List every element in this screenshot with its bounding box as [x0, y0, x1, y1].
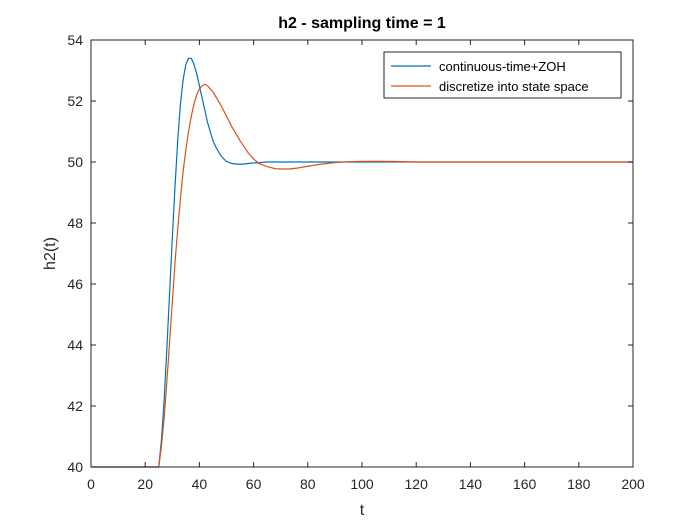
y-tick-label: 40 [67, 459, 83, 475]
y-tick-label: 50 [67, 154, 83, 170]
x-tick-label: 40 [192, 476, 208, 492]
x-tick-label: 180 [567, 476, 591, 492]
x-tick-label: 200 [621, 476, 645, 492]
series-layer [91, 57, 633, 468]
x-tick-label: 160 [513, 476, 537, 492]
x-tick-label: 60 [246, 476, 262, 492]
y-tick-label: 48 [67, 215, 83, 231]
x-axis: 0 20 40 60 80 100 120 140 160 180 200 [87, 40, 645, 492]
y-tick-label: 54 [67, 32, 83, 48]
y-tick-label: 44 [67, 337, 83, 353]
x-axis-label: t [360, 502, 365, 519]
y-tick-label: 52 [67, 93, 83, 109]
x-tick-label: 100 [350, 476, 374, 492]
legend-box [383, 51, 622, 99]
x-tick-label: 140 [459, 476, 483, 492]
x-tick-label: 80 [300, 476, 316, 492]
y-tick-label: 42 [67, 398, 83, 414]
legend: continuous-time+ZOH discretize into stat… [383, 51, 622, 99]
series-line-1 [91, 83, 633, 468]
y-tick-label: 46 [67, 276, 83, 292]
x-tick-label: 120 [405, 476, 429, 492]
x-tick-label: 20 [137, 476, 153, 492]
y-axis-label: h2(t) [42, 237, 59, 270]
legend-label-continuous: continuous-time+ZOH [439, 59, 566, 74]
chart-title: h2 - sampling time = 1 [278, 15, 446, 32]
y-axis: 40 42 44 46 48 50 52 54 [67, 32, 633, 475]
x-tick-label: 0 [87, 476, 95, 492]
legend-label-discretize: discretize into state space [439, 79, 589, 94]
plot-area: 0 20 40 60 80 100 120 140 160 180 200 40 42 44 46 48 50… [67, 32, 644, 492]
plot-background [91, 40, 633, 467]
